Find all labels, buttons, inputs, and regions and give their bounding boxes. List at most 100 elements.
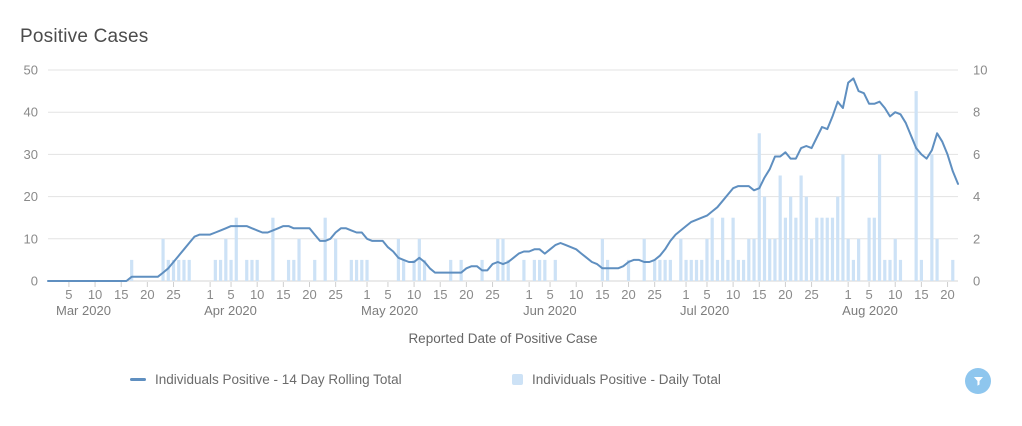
daily-bar[interactable] (809, 238, 814, 281)
legend-item-rolling-total[interactable]: Individuals Positive - 14 Day Rolling To… (130, 372, 402, 387)
daily-bar[interactable] (867, 217, 871, 281)
daily-bar[interactable] (841, 154, 845, 281)
daily-bar[interactable] (715, 259, 720, 281)
daily-bar[interactable] (532, 259, 536, 281)
daily-bar[interactable] (700, 259, 704, 281)
daily-bar[interactable] (731, 217, 735, 281)
daily-bar[interactable] (689, 259, 693, 281)
daily-bar[interactable] (820, 217, 824, 281)
daily-bar[interactable] (271, 217, 275, 281)
daily-bar[interactable] (213, 259, 217, 281)
daily-bar[interactable] (543, 259, 547, 281)
daily-bar[interactable] (694, 259, 699, 281)
daily-bar[interactable] (762, 196, 767, 281)
daily-bar[interactable] (506, 259, 510, 281)
daily-bar[interactable] (354, 259, 359, 281)
daily-bar[interactable] (501, 238, 505, 281)
legend-item-daily-total[interactable]: Individuals Positive - Daily Total (512, 372, 721, 387)
daily-bar[interactable] (919, 259, 923, 281)
daily-bar[interactable] (653, 259, 657, 281)
daily-bar[interactable] (893, 238, 897, 281)
daily-bar[interactable] (459, 259, 463, 281)
daily-bar[interactable] (930, 154, 934, 281)
daily-bar[interactable] (161, 238, 165, 281)
daily-bar[interactable] (229, 259, 233, 281)
daily-bar[interactable] (773, 238, 777, 281)
daily-bar[interactable] (422, 259, 427, 281)
daily-bar[interactable] (177, 259, 181, 281)
daily-bar[interactable] (658, 259, 662, 281)
daily-bar[interactable] (898, 259, 903, 281)
daily-bar[interactable] (721, 217, 725, 281)
daily-bar[interactable] (360, 259, 364, 281)
daily-bar[interactable] (334, 238, 338, 281)
daily-bar[interactable] (752, 238, 756, 281)
daily-bar[interactable] (778, 175, 782, 282)
daily-bar[interactable] (538, 259, 542, 281)
daily-bar[interactable] (234, 217, 238, 281)
daily-bar[interactable] (726, 259, 730, 281)
daily-bar[interactable] (877, 154, 882, 281)
daily-bar[interactable] (857, 238, 861, 281)
daily-bar[interactable] (642, 238, 646, 281)
daily-bar[interactable] (768, 238, 772, 281)
daily-bar[interactable] (825, 217, 829, 281)
daily-bar[interactable] (218, 259, 223, 281)
daily-bar[interactable] (851, 259, 856, 281)
daily-bar[interactable] (663, 259, 667, 281)
daily-bar[interactable] (815, 217, 819, 281)
daily-bar[interactable] (417, 238, 421, 281)
daily-bar[interactable] (741, 259, 746, 281)
daily-bar[interactable] (402, 259, 406, 281)
daily-bar[interactable] (684, 259, 688, 281)
daily-bar[interactable] (951, 259, 955, 281)
daily-bar[interactable] (888, 259, 892, 281)
daily-bar[interactable] (171, 259, 176, 281)
daily-bar[interactable] (846, 238, 850, 281)
daily-bar[interactable] (553, 259, 557, 281)
daily-bar[interactable] (935, 238, 939, 281)
daily-bar[interactable] (783, 217, 788, 281)
daily-bar[interactable] (245, 259, 249, 281)
daily-bar[interactable] (789, 196, 793, 281)
daily-bar[interactable] (914, 91, 918, 281)
daily-bar[interactable] (224, 238, 228, 281)
daily-bar[interactable] (313, 259, 317, 281)
daily-bar[interactable] (668, 259, 672, 281)
daily-bar[interactable] (130, 259, 134, 281)
daily-bar[interactable] (804, 196, 808, 281)
daily-bar[interactable] (600, 238, 604, 281)
daily-bar[interactable] (255, 259, 259, 281)
daily-bar[interactable] (449, 259, 453, 281)
daily-bar[interactable] (757, 133, 761, 281)
daily-bar[interactable] (836, 196, 840, 281)
daily-bar[interactable] (830, 217, 835, 281)
daily-bar[interactable] (872, 217, 876, 281)
daily-bar[interactable] (736, 259, 740, 281)
daily-bar[interactable] (182, 259, 186, 281)
daily-bar[interactable] (883, 259, 887, 281)
daily-bar[interactable] (626, 259, 631, 281)
daily-bar[interactable] (166, 259, 170, 281)
daily-bar[interactable] (747, 238, 751, 281)
daily-bar[interactable] (349, 259, 353, 281)
daily-bar[interactable] (522, 259, 526, 281)
daily-bar[interactable] (710, 217, 714, 281)
rolling-total-line[interactable] (47, 77, 959, 282)
daily-bar[interactable] (396, 238, 401, 281)
daily-bar[interactable] (365, 259, 369, 281)
daily-bar[interactable] (496, 238, 500, 281)
daily-bar[interactable] (323, 217, 327, 281)
daily-bar[interactable] (794, 217, 798, 281)
daily-bar[interactable] (250, 259, 254, 281)
daily-bar[interactable] (297, 238, 301, 281)
daily-bar[interactable] (292, 259, 296, 281)
daily-bar[interactable] (799, 175, 803, 282)
daily-bar[interactable] (187, 259, 191, 281)
filter-button[interactable] (965, 368, 991, 394)
daily-bar[interactable] (605, 259, 610, 281)
daily-bar[interactable] (412, 259, 416, 281)
daily-bar[interactable] (705, 238, 709, 281)
daily-bar[interactable] (679, 238, 683, 281)
